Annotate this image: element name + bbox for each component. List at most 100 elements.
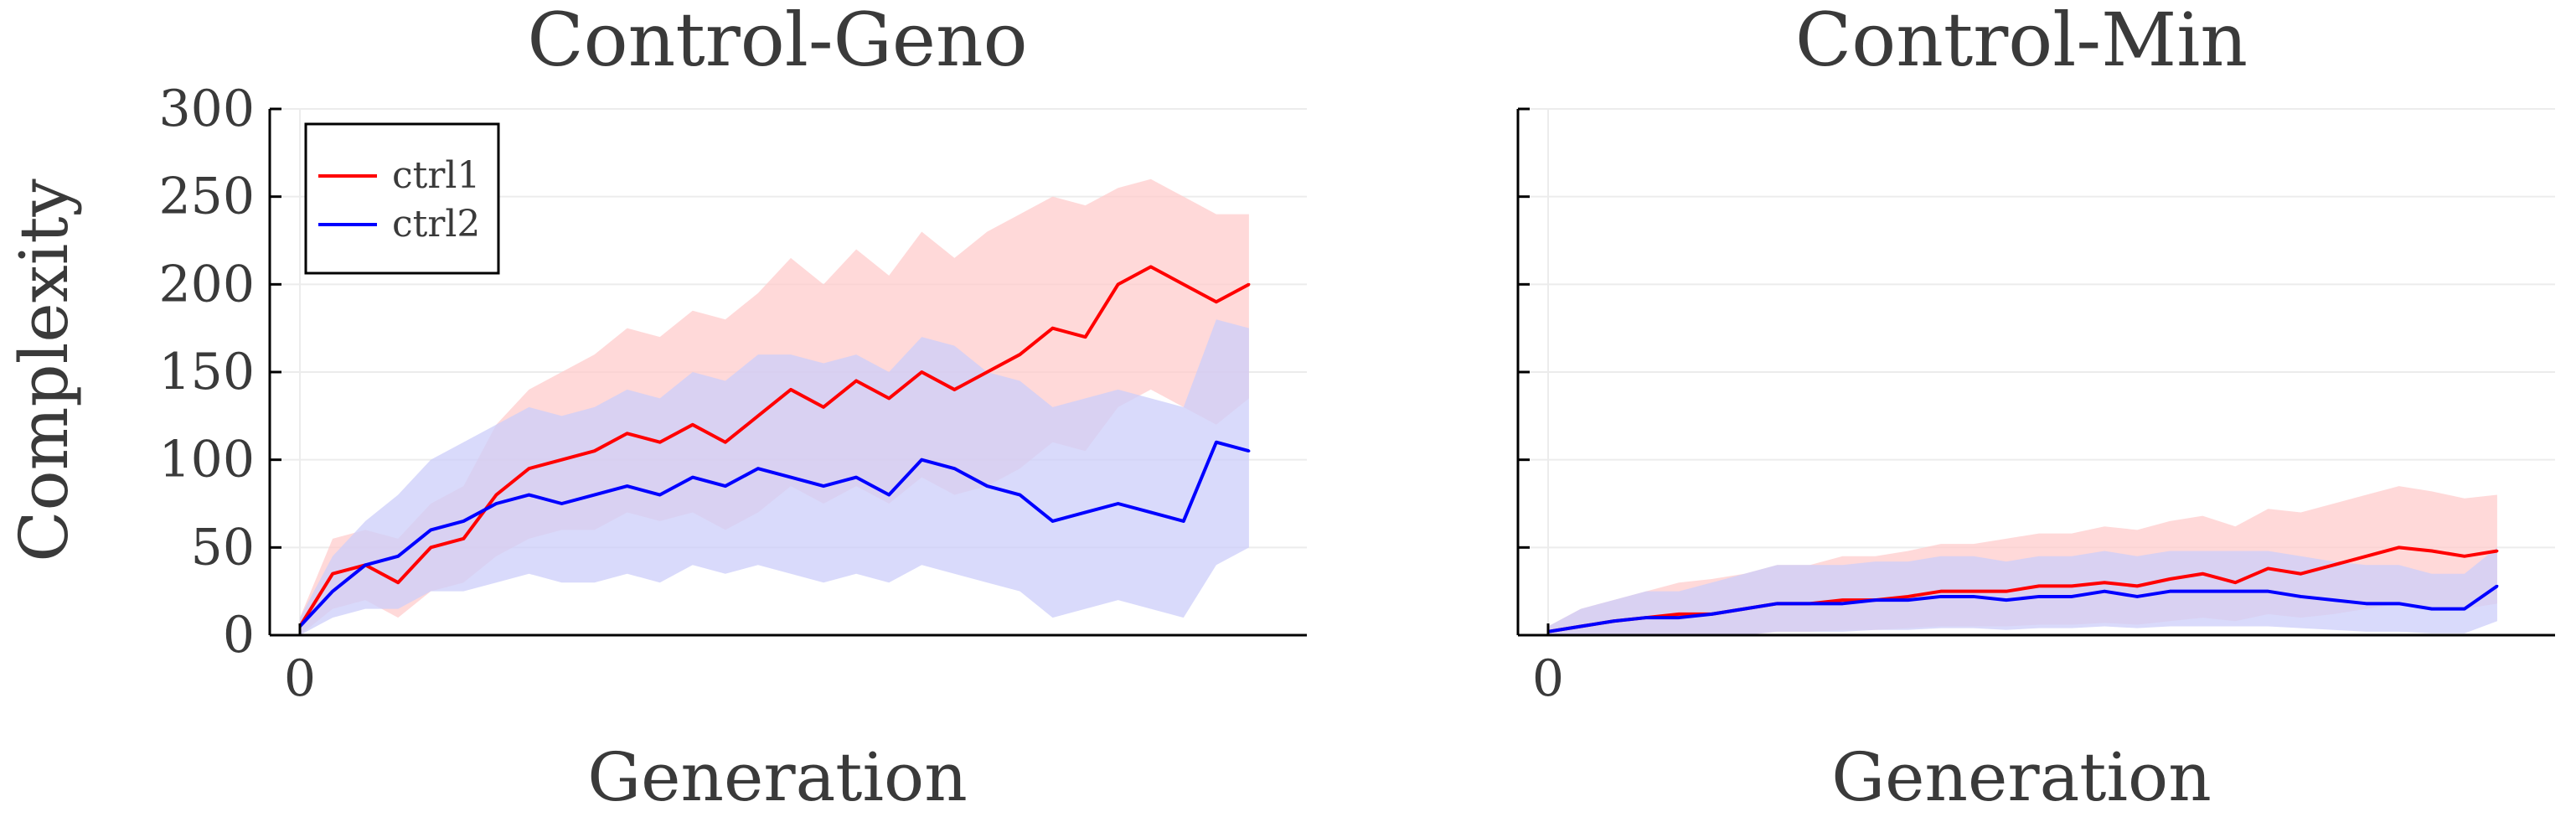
point-ctrl2-17 (854, 476, 858, 479)
y-tick-label-250: 250 (158, 168, 255, 226)
point-ctrl2-18 (887, 494, 891, 497)
point-ctrl1-10 (626, 432, 629, 435)
point-ctrl2-11 (658, 494, 662, 497)
point-ctrl2-22 (1018, 494, 1021, 497)
point-ctrl1-14 (756, 414, 760, 417)
point-ctrl1-16 (2070, 584, 2073, 587)
point-ctrl2-8 (560, 502, 564, 505)
point-ctrl2-19 (920, 458, 923, 462)
point-ctrl2-10 (1874, 598, 1877, 602)
point-ctrl2-5 (462, 520, 465, 523)
point-ctrl2-13 (1972, 595, 1975, 598)
point-ctrl2-21 (2233, 590, 2237, 593)
point-ctrl1-17 (854, 379, 858, 382)
point-ctrl1-18 (2135, 584, 2139, 587)
series-line-ctrl2 (298, 440, 1250, 628)
point-ctrl1-28 (1215, 300, 1218, 303)
point-ctrl1-27 (2430, 550, 2434, 553)
point-ctrl2-29 (2496, 584, 2499, 587)
point-ctrl2-3 (1644, 616, 1648, 619)
legend-label-ctrl2: ctrl2 (392, 203, 480, 246)
point-ctrl2-27 (1182, 520, 1185, 523)
chart-title: Control-Min (1795, 0, 2248, 83)
point-ctrl1-19 (2168, 577, 2171, 581)
point-ctrl2-20 (2201, 590, 2204, 593)
point-ctrl2-27 (2430, 608, 2434, 611)
point-ctrl1-3 (396, 581, 400, 584)
point-ctrl2-7 (527, 494, 530, 497)
point-ctrl1-27 (1182, 282, 1185, 286)
point-ctrl1-11 (1907, 595, 1910, 598)
point-ctrl2-15 (789, 476, 792, 479)
point-ctrl1-13 (724, 441, 727, 444)
point-ctrl2-17 (2103, 590, 2106, 593)
series-line-ctrl2 (1547, 584, 2499, 633)
point-ctrl1-21 (2233, 581, 2237, 584)
grid-lines (1518, 108, 2555, 635)
point-ctrl2-1 (331, 590, 334, 593)
legend: ctrl1 ctrl2 (304, 122, 500, 275)
point-ctrl2-23 (2300, 595, 2303, 598)
point-ctrl1-24 (1084, 335, 1087, 339)
x-tick-label-0: 0 (1532, 649, 1564, 708)
axes (1516, 107, 2555, 637)
tick-labels: 0 50 100 150 200 250 300 0 (158, 80, 316, 708)
point-ctrl1-14 (2005, 590, 2008, 593)
point-ctrl1-12 (691, 423, 694, 427)
point-ctrl2-18 (2135, 595, 2139, 598)
point-ctrl2-25 (1117, 502, 1120, 505)
point-ctrl2-2 (1612, 619, 1615, 623)
legend-label-ctrl1: ctrl1 (392, 154, 480, 197)
point-ctrl1-15 (789, 388, 792, 391)
point-ctrl2-19 (2168, 590, 2171, 593)
point-ctrl2-6 (1742, 608, 1746, 611)
point-ctrl1-22 (1018, 353, 1021, 356)
point-ctrl2-23 (1051, 520, 1055, 523)
point-ctrl2-25 (2365, 602, 2368, 605)
point-ctrl2-5 (1710, 613, 1713, 616)
point-ctrl2-4 (1677, 616, 1680, 619)
series-lines (1546, 546, 2499, 633)
y-tick-label-0: 0 (223, 606, 255, 664)
point-ctrl2-4 (429, 528, 432, 531)
point-ctrl2-9 (1841, 602, 1845, 605)
point-ctrl1-21 (985, 370, 989, 374)
point-ctrl1-26 (1149, 265, 1153, 268)
x-axis-label: Generation (587, 738, 967, 816)
point-ctrl1-1 (331, 572, 334, 576)
point-ctrl2-28 (1215, 441, 1218, 444)
point-ctrl1-9 (593, 449, 596, 452)
point-ctrl1-9 (1841, 598, 1845, 602)
point-ctrl1-13 (1972, 590, 1975, 593)
y-axis-label: Complexity (5, 178, 83, 561)
series-lines (298, 265, 1251, 628)
x-axis-label: Generation (1831, 738, 2211, 816)
point-ctrl2-16 (2070, 595, 2073, 598)
y-tick-label-300: 300 (158, 80, 255, 138)
x-tick-label-0: 0 (284, 649, 316, 708)
point-ctrl2-16 (822, 484, 825, 488)
chart-control-min: 0 Control-Min Generation (1516, 0, 2555, 816)
point-ctrl1-25 (1117, 282, 1120, 286)
axes (268, 107, 1307, 637)
point-ctrl1-16 (822, 406, 825, 409)
point-ctrl1-7 (527, 467, 530, 470)
point-ctrl2-14 (2005, 598, 2008, 602)
point-ctrl1-8 (560, 458, 564, 462)
point-ctrl2-24 (2332, 598, 2336, 602)
point-ctrl1-4 (429, 546, 432, 549)
point-ctrl1-23 (1051, 327, 1055, 330)
point-ctrl2-29 (1247, 449, 1251, 452)
point-ctrl1-11 (658, 441, 662, 444)
point-ctrl1-20 (952, 388, 956, 391)
point-ctrl1-18 (887, 396, 891, 400)
point-ctrl1-12 (1939, 590, 1943, 593)
band-ctrl2 (1548, 547, 2497, 635)
point-ctrl1-19 (920, 370, 923, 374)
y-tick-label-150: 150 (158, 343, 255, 401)
y-tick-label-50: 50 (191, 518, 255, 577)
point-ctrl2-8 (1809, 602, 1812, 605)
point-ctrl2-12 (691, 476, 694, 479)
confidence-bands (1548, 486, 2497, 635)
point-ctrl2-28 (2463, 608, 2466, 611)
